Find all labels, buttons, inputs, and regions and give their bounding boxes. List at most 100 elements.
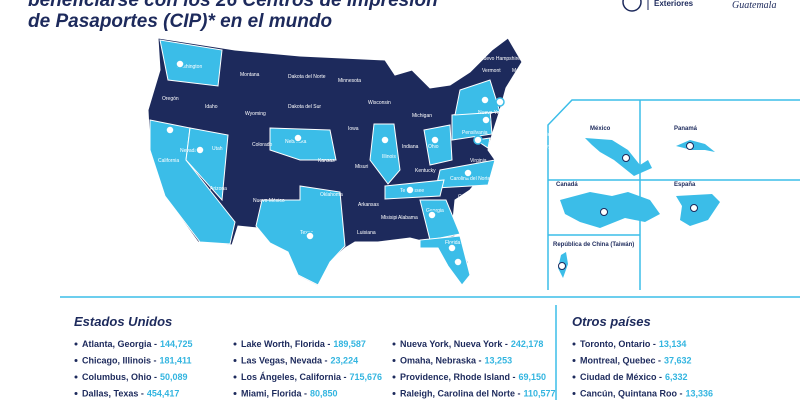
state-label: Nuevo Hampshire [480,56,520,62]
place: Miami, Florida - [241,389,307,399]
bullet [392,392,396,395]
bullet [74,342,78,346]
count: 13,336 [686,389,714,399]
state-label: Wisconsin [368,100,391,106]
location-pin [380,135,390,145]
count: 110,577 [524,389,556,399]
state-highlight [419,235,471,286]
list-row: Chicago, Illinois -181,411 [82,356,192,366]
state-label: Florida [445,240,461,246]
state-label: Misuri [355,164,368,170]
place: Lake Worth, Florida - [241,339,330,349]
count: 715,676 [350,372,383,382]
state-label: Connecticut [528,132,555,138]
location-pin [600,208,608,216]
place: Toronto, Ontario - [580,339,656,349]
bullet [572,392,576,395]
state-label: Delaware [515,154,536,160]
count: 13,253 [485,356,513,366]
list-row: Los Ángeles, California -715,676 [241,372,382,382]
location-pin [622,154,630,162]
state-highlight [419,199,461,241]
list-row: Raleigh, Carolina del Norte -110,577 [400,389,556,399]
country-shapes [558,138,720,278]
count: 23,224 [331,356,359,366]
state-label: Carolina del Sur [458,194,494,200]
state-label: Minnesota [338,78,361,84]
state-label: Washington [176,64,202,70]
state-label: Nuevo México [253,198,285,204]
state-label: Rhode Island [520,118,550,124]
state-label: Illinois [382,154,396,160]
count: 144,725 [160,339,193,349]
state-label: Oregón [162,96,179,102]
place: Montreal, Quebec - [580,356,661,366]
state-label: Georgia [426,208,444,214]
section-heading: Estados Unidos [74,314,172,329]
state-highlight [159,39,223,87]
place: Cancún, Quintana Roo - [580,389,683,399]
location-pin [453,257,463,267]
list-row: Montreal, Quebec -37,632 [580,356,692,366]
bullet [74,392,78,395]
bullet [392,342,396,346]
bullet [572,342,576,346]
state-label: Pensilvania [462,130,488,136]
count: 454,417 [147,389,180,399]
list-row: Cancún, Quintana Roo -13,336 [580,389,713,399]
bullet [74,359,78,362]
bullet [392,359,396,362]
list-row: Columbus, Ohio -50,089 [82,372,188,382]
count: 50,089 [160,372,188,382]
state-label: Colorado [252,142,273,148]
state-label: Vermont [482,68,501,74]
bullet [392,375,396,379]
location-pin [558,262,566,270]
country-label: Canadá [556,182,578,188]
count: 37,632 [664,356,692,366]
location-pin [447,243,457,253]
list-row: Atlanta, Georgia -144,725 [82,339,193,349]
state-highlight [423,124,453,166]
state-highlight [369,123,401,185]
place: Omaha, Nebraska - [400,356,482,366]
state-label: Arkansas [358,202,379,208]
state-highlight [454,79,501,116]
logo-emblem [622,0,642,12]
list-row: Toronto, Ontario -13,134 [580,339,686,349]
count: 13,134 [659,339,687,349]
bullet [572,375,576,379]
location-pin [405,185,415,195]
state-label: Dakota del Norte [288,74,326,80]
location-pin [480,95,490,105]
place: Ciudad de México - [580,372,662,382]
title-line: de Pasaportes (CIP)* en el mundo [28,11,332,32]
place: Raleigh, Carolina del Norte - [400,389,521,399]
section-heading: Otros países [572,314,651,329]
list-row: Ciudad de México -6,332 [580,372,688,382]
location-pin [463,168,473,178]
bullet [572,359,576,362]
bullet [233,359,237,362]
state-label: Nueva Jersey [520,144,551,150]
state-label: Ohio [428,144,439,150]
state-label: Wyoming [245,111,266,117]
state-highlight [255,185,346,286]
location-pin [690,204,698,212]
list-row: Lake Worth, Florida -189,587 [241,339,366,349]
count: 189,587 [333,339,366,349]
state-label: Oklahoma [320,192,343,198]
title-line: beneficiarse con los 26 Centros de Impre… [28,0,438,11]
location-pin [293,133,303,143]
inset-frame [547,99,800,290]
location-pin [481,115,491,125]
state-label: Utah [212,146,223,152]
location-pin [686,142,694,150]
place: Columbus, Ohio - [82,372,157,382]
state-label: Montana [240,72,260,78]
logo-text: Guatemala [732,0,776,11]
state-label: Iowa [348,126,359,132]
place: Nueva York, Nueva York - [400,339,508,349]
list-row: Providence, Rhode Island -69,150 [400,372,546,382]
state-label: Massachusetts [532,88,566,94]
